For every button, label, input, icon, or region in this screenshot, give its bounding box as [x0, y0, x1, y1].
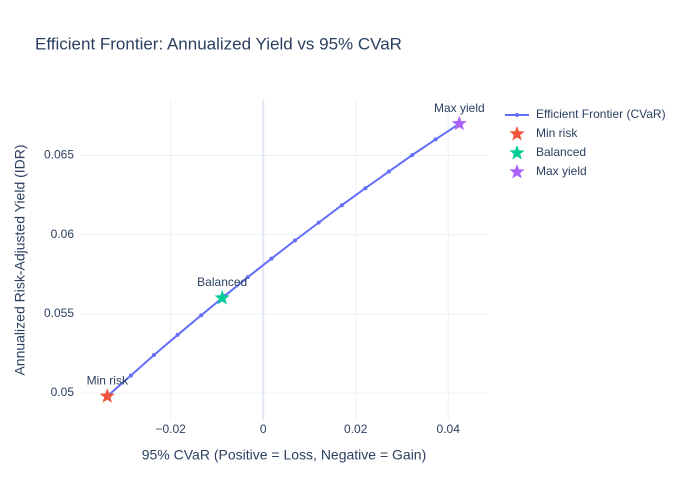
frontier-point: [387, 169, 392, 174]
frontier-point: [199, 313, 204, 318]
frontier-point: [269, 256, 274, 261]
y-axis-title: Annualized Risk-Adjusted Yield (IDR): [12, 144, 28, 375]
y-tick-label: 0.065: [44, 148, 74, 162]
y-tick-label: 0.05: [51, 385, 75, 399]
legend-point: [515, 113, 519, 117]
legend-star: [509, 164, 525, 179]
frontier-point: [128, 373, 133, 378]
x-tick-label: 0.04: [437, 422, 461, 436]
legend-star: [509, 126, 525, 141]
frontier-point: [316, 220, 321, 225]
frontier-point: [339, 203, 344, 208]
frontier-point: [293, 238, 298, 243]
x-axis-title: 95% CVaR (Positive = Loss, Negative = Ga…: [142, 447, 427, 463]
frontier-point: [363, 186, 368, 191]
point-label: Min risk: [87, 373, 129, 387]
star-marker: [451, 115, 467, 131]
frontier-point: [433, 137, 438, 142]
legend-label: Min risk: [536, 126, 578, 140]
y-tick-label: 0.06: [51, 227, 75, 241]
point-label: Max yield: [434, 101, 485, 115]
frontier-line: [106, 122, 460, 397]
star-marker: [99, 388, 115, 403]
point-label: Balanced: [197, 275, 247, 289]
frontier-point: [245, 275, 250, 280]
legend-star: [509, 145, 525, 160]
legend-label: Max yield: [536, 164, 587, 178]
x-tick-label: 0: [260, 422, 267, 436]
frontier-point: [410, 153, 415, 158]
frontier-point: [152, 353, 157, 358]
legend-label: Efficient Frontier (CVaR): [536, 107, 666, 121]
frontier-point: [175, 332, 180, 337]
chart-title: Efficient Frontier: Annualized Yield vs …: [35, 34, 402, 53]
legend-label: Balanced: [536, 145, 586, 159]
x-tick-label: 0.02: [344, 422, 368, 436]
y-tick-label: 0.055: [44, 306, 74, 320]
star-marker: [214, 290, 230, 305]
x-tick-label: −0.02: [155, 422, 186, 436]
